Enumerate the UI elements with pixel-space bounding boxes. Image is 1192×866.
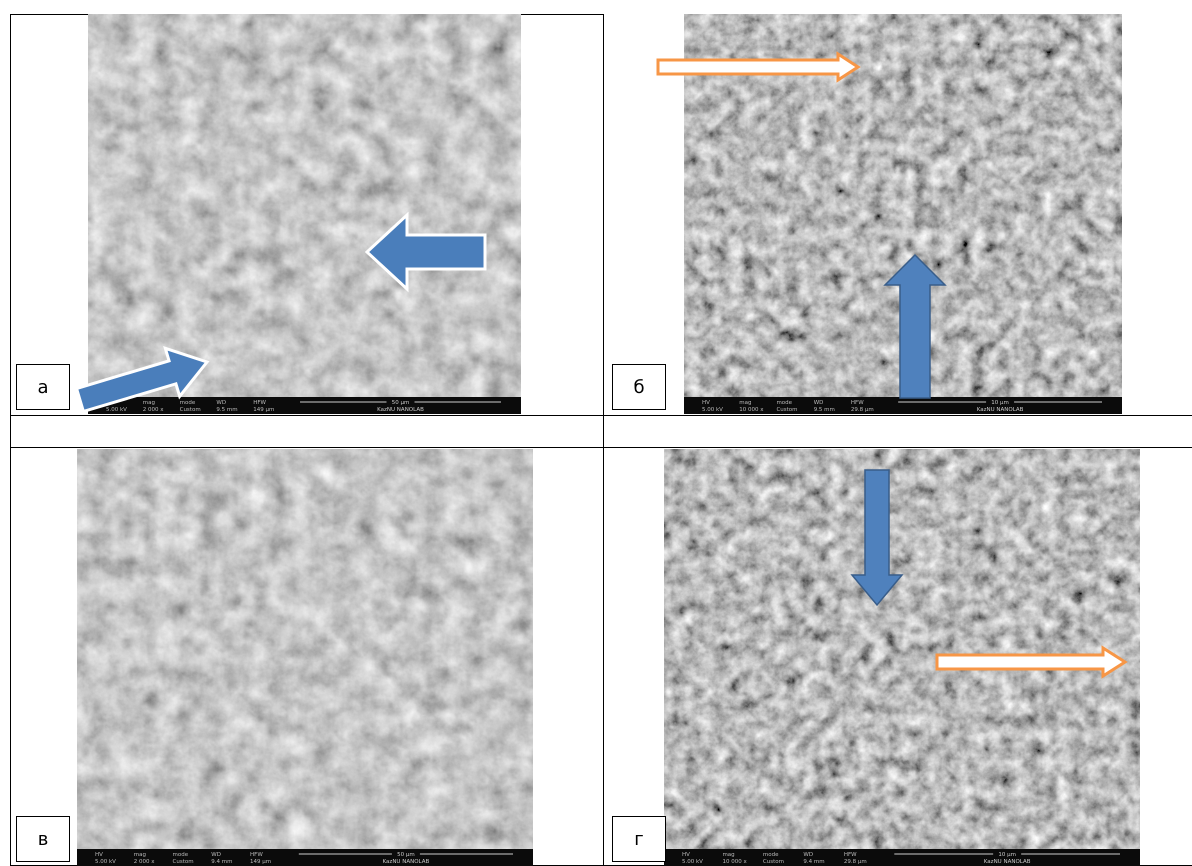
sem-texture: [88, 14, 521, 414]
info-field: WD: [211, 852, 221, 858]
lab-name: KazNU NANOLAB: [383, 859, 430, 865]
info-field: mode: [763, 852, 779, 858]
info-value: 5.00 kV: [95, 859, 116, 865]
info-value: Custom: [173, 859, 194, 865]
lab-name: KazNU NANOLAB: [977, 407, 1024, 413]
info-value: 2 000 x: [143, 407, 164, 413]
info-field: mag: [722, 852, 734, 858]
scale-label: 10 μm: [991, 400, 1009, 406]
info-field: HFW: [250, 852, 263, 858]
info-value: 5.00 kV: [682, 859, 703, 865]
info-field: WD: [803, 852, 813, 858]
info-field: mag: [134, 852, 146, 858]
info-field: HV: [682, 852, 690, 858]
info-field: mag: [739, 400, 751, 406]
info-value: 149 μm: [250, 859, 271, 865]
info-value: 5.00 kV: [702, 407, 723, 413]
info-field: HV: [702, 400, 710, 406]
info-value: 2 000 x: [134, 859, 155, 865]
scale-label: 10 μm: [998, 852, 1016, 858]
info-field: HFW: [851, 400, 864, 406]
info-field: mode: [180, 400, 196, 406]
scale-label: 50 μm: [392, 400, 410, 406]
figure-table: HV5.00 kVmag2 000 xmodeCustomWD9.5 mmHFW…: [0, 0, 1192, 866]
info-field: HFW: [253, 400, 266, 406]
panel-label: г: [634, 829, 643, 850]
info-value: 29.8 μm: [844, 859, 867, 865]
lab-name: KazNU NANOLAB: [984, 859, 1031, 865]
info-value: Custom: [763, 859, 784, 865]
info-field: WD: [814, 400, 824, 406]
info-field: HFW: [844, 852, 857, 858]
info-value: 10 000 x: [722, 859, 747, 865]
scale-label: 50 μm: [397, 852, 415, 858]
info-value: 9.4 mm: [211, 859, 232, 865]
info-value: Custom: [776, 407, 797, 413]
info-field: WD: [216, 400, 226, 406]
lab-name: KazNU NANOLAB: [377, 407, 424, 413]
info-field: mag: [143, 400, 155, 406]
page: HV5.00 kVmag2 000 xmodeCustomWD9.5 mmHFW…: [0, 0, 1192, 866]
info-value: 10 000 x: [739, 407, 764, 413]
info-value: 9.4 mm: [803, 859, 824, 865]
sem-texture: [77, 449, 533, 866]
panel-label: б: [633, 377, 644, 398]
info-value: Custom: [180, 407, 201, 413]
info-value: 29.8 μm: [851, 407, 874, 413]
info-value: 9.5 mm: [814, 407, 835, 413]
info-field: HV: [95, 852, 103, 858]
info-value: 5.00 kV: [106, 407, 127, 413]
info-value: 149 μm: [253, 407, 274, 413]
panel-label: а: [37, 377, 48, 398]
info-field: mode: [173, 852, 189, 858]
info-value: 9.5 mm: [216, 407, 237, 413]
panel-label: в: [38, 829, 49, 850]
info-field: mode: [776, 400, 792, 406]
